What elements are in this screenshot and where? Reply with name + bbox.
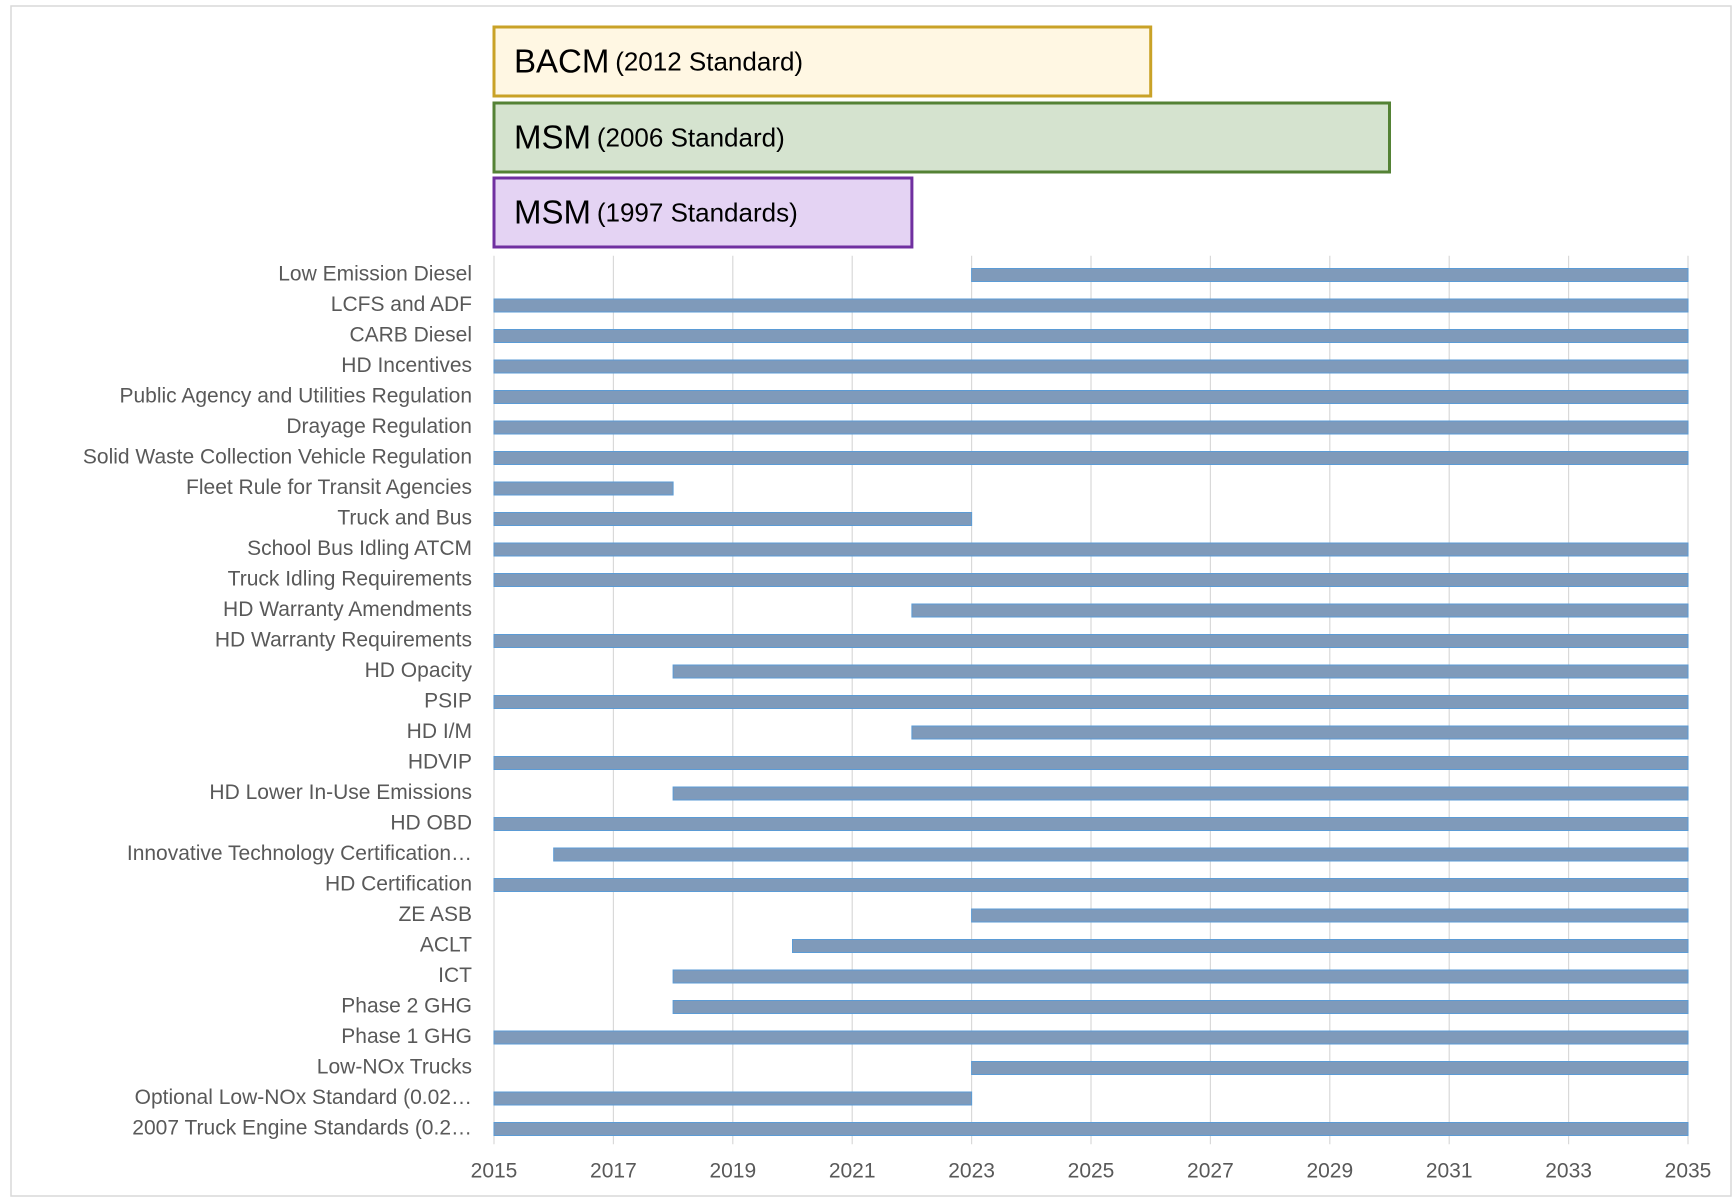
bar bbox=[971, 1061, 1689, 1075]
y-tick-label: ICT bbox=[438, 964, 472, 987]
y-tick-label: HD Warranty Requirements bbox=[215, 629, 472, 652]
x-tick-label: 2031 bbox=[1426, 1160, 1473, 1183]
x-tick-label: 2021 bbox=[829, 1160, 876, 1183]
x-tick-label: 2025 bbox=[1068, 1160, 1115, 1183]
range-note: (2012 Standard) bbox=[615, 46, 803, 76]
bar bbox=[493, 1122, 1689, 1136]
y-tick-label: 2007 Truck Engine Standards (0.2… bbox=[132, 1117, 472, 1140]
bar bbox=[493, 817, 1689, 831]
y-tick-label: Fleet Rule for Transit Agencies bbox=[186, 476, 472, 499]
bar bbox=[971, 268, 1689, 282]
range-label: MSM (1997 Standards) bbox=[514, 193, 798, 230]
y-tick-label: School Bus Idling ATCM bbox=[247, 537, 472, 560]
x-tick-label: 2029 bbox=[1306, 1160, 1353, 1183]
y-tick-label: HD Opacity bbox=[365, 659, 473, 682]
x-tick-label: 2035 bbox=[1665, 1160, 1712, 1183]
y-tick-label: Optional Low-NOx Standard (0.02… bbox=[135, 1086, 472, 1109]
y-tick-label: HD Incentives bbox=[341, 354, 472, 377]
bar bbox=[493, 756, 1689, 770]
range-name: BACM bbox=[514, 42, 609, 79]
bar bbox=[493, 512, 973, 526]
range-name: MSM bbox=[514, 193, 591, 230]
bar bbox=[493, 634, 1689, 648]
y-tick-label: HD Certification bbox=[325, 873, 472, 896]
bar bbox=[672, 786, 1689, 801]
bar bbox=[493, 542, 1689, 557]
range-label: BACM (2012 Standard) bbox=[514, 42, 803, 79]
y-tick-label: HDVIP bbox=[408, 751, 472, 774]
y-tick-label: HD OBD bbox=[390, 812, 472, 835]
bar bbox=[493, 329, 1689, 343]
x-tick-label: 2027 bbox=[1187, 1160, 1234, 1183]
bar bbox=[493, 878, 1689, 892]
bar bbox=[493, 390, 1689, 404]
y-tick-label: Phase 1 GHG bbox=[341, 1025, 472, 1048]
bar bbox=[672, 1000, 1689, 1014]
y-tick-label: Low-NOx Trucks bbox=[317, 1056, 472, 1079]
y-tick-label: HD Warranty Amendments bbox=[223, 598, 472, 621]
range-box bbox=[492, 176, 914, 249]
range-note: (1997 Standards) bbox=[597, 197, 798, 227]
y-tick-label: Truck Idling Requirements bbox=[228, 568, 472, 591]
x-tick-label: 2019 bbox=[709, 1160, 756, 1183]
bar bbox=[493, 1091, 973, 1106]
y-tick-label: PSIP bbox=[424, 690, 472, 713]
bar bbox=[792, 939, 1689, 953]
y-tick-label: Truck and Bus bbox=[337, 507, 472, 530]
range-box bbox=[492, 101, 1391, 174]
y-tick-label: CARB Diesel bbox=[349, 324, 472, 347]
y-tick-label: Low Emission Diesel bbox=[278, 263, 472, 286]
y-tick-label: Public Agency and Utilities Regulation bbox=[119, 385, 472, 408]
range-name: MSM bbox=[514, 118, 591, 155]
bar bbox=[553, 847, 1689, 862]
bar bbox=[911, 725, 1689, 740]
y-tick-label: LCFS and ADF bbox=[331, 293, 472, 316]
x-tick-label: 2033 bbox=[1545, 1160, 1592, 1183]
bar bbox=[493, 359, 1689, 374]
bar bbox=[493, 420, 1689, 435]
y-tick-label: Drayage Regulation bbox=[286, 415, 472, 438]
y-tick-label: ZE ASB bbox=[398, 903, 472, 926]
x-tick-label: 2017 bbox=[590, 1160, 637, 1183]
bar bbox=[493, 573, 1689, 587]
y-tick-label: Solid Waste Collection Vehicle Regulatio… bbox=[83, 446, 472, 469]
x-tick-label: 2015 bbox=[471, 1160, 518, 1183]
bar bbox=[971, 908, 1689, 923]
x-tick-label: 2023 bbox=[948, 1160, 995, 1183]
y-tick-label: Phase 2 GHG bbox=[341, 995, 472, 1018]
y-tick-label: HD I/M bbox=[407, 720, 472, 743]
range-note: (2006 Standard) bbox=[597, 122, 785, 152]
y-tick-label: ACLT bbox=[420, 934, 472, 957]
bar bbox=[672, 969, 1689, 984]
bar bbox=[672, 664, 1689, 679]
range-label: MSM (2006 Standard) bbox=[514, 118, 785, 155]
bar bbox=[493, 1030, 1689, 1045]
bar bbox=[493, 451, 1689, 465]
bar bbox=[911, 603, 1689, 618]
bar bbox=[493, 695, 1689, 709]
bar bbox=[493, 481, 674, 496]
range-box bbox=[492, 25, 1153, 98]
y-tick-label: Innovative Technology Certification… bbox=[127, 842, 472, 865]
y-tick-label: HD Lower In-Use Emissions bbox=[209, 781, 472, 804]
bar bbox=[493, 298, 1689, 313]
